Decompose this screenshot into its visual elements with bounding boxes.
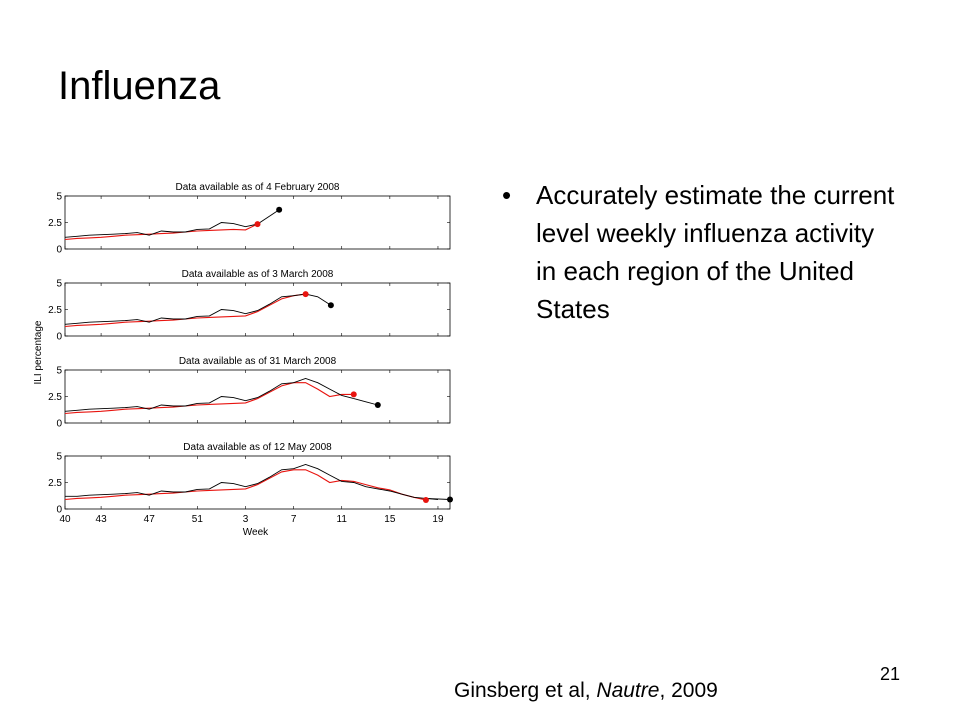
observed-extension-line [305, 293, 332, 306]
y-tick-label: 0 [56, 332, 62, 343]
x-tick-label: 19 [432, 514, 444, 525]
observed-point [276, 206, 283, 213]
chart-panel-1: Data available as of 4 February 2008 0 2.5… [48, 182, 451, 256]
x-tick-label: 7 [291, 514, 297, 525]
y-axis-label: ILI percentage [33, 320, 44, 384]
observed-line [64, 378, 354, 412]
x-tick-label: 15 [384, 514, 396, 525]
estimate-line [64, 223, 258, 241]
panel-title: Data available as of 31 March 2008 [179, 356, 337, 367]
y-tick-label: 2.5 [48, 218, 62, 229]
x-tick-label: 3 [243, 514, 249, 525]
observed-point [447, 496, 453, 503]
observed-extension-line [353, 398, 378, 406]
chart-panel-2: Data available as of 3 March 2008 0 2.5 5 [48, 269, 451, 343]
panel-title: Data available as of 12 May 2008 [183, 442, 332, 453]
estimate-point [302, 291, 309, 298]
y-tick-label: 2.5 [48, 305, 62, 316]
x-tick-label: 51 [192, 514, 204, 525]
estimate-line [64, 382, 354, 415]
citation-journal: Nautre [596, 679, 660, 702]
estimate-point [254, 221, 261, 228]
page-number: 21 [880, 664, 901, 684]
observed-extension-line [425, 497, 451, 500]
observed-line [65, 464, 439, 500]
y-tick-label: 5 [56, 366, 62, 377]
x-tick-label: 47 [144, 514, 156, 525]
x-axis-label: Week [243, 527, 269, 538]
citation: Ginsberg et al, Nautre, 2009 [454, 679, 718, 703]
observed-line [64, 293, 306, 325]
citation-year: , 2009 [659, 679, 718, 702]
observed-point [374, 401, 381, 408]
y-tick-label: 0 [56, 245, 62, 256]
bullet-list: • Accurately estimate the current level … [500, 176, 900, 328]
x-tick-label: 11 [337, 514, 348, 525]
observed-point [327, 302, 334, 309]
panel-frame [64, 369, 451, 424]
estimate-point [422, 496, 429, 503]
y-tick-label: 2.5 [48, 478, 62, 489]
y-tick-label: 0 [56, 419, 62, 430]
chart-panel-4: Data available as of 12 May 2008 0 2.5 5 40 4… [48, 442, 453, 525]
y-tick-label: 5 [56, 192, 62, 203]
x-tick-label: 43 [96, 514, 108, 525]
bullet-text: Accurately estimate the current level we… [536, 180, 895, 324]
observed-line [64, 222, 258, 238]
y-tick-label: 0 [56, 505, 62, 516]
panel-title: Data available as of 4 February 2008 [176, 182, 340, 193]
y-tick-label: 5 [56, 452, 62, 463]
estimate-line [64, 469, 427, 501]
citation-authors: Ginsberg et al, [454, 679, 597, 702]
observed-extension-line [257, 209, 280, 225]
bullet-item: • Accurately estimate the current level … [500, 176, 900, 328]
slide-title: Influenza [58, 64, 221, 108]
x-tick-label: 40 [59, 514, 71, 525]
estimate-point [350, 391, 357, 398]
panel-frame [64, 282, 451, 337]
y-tick-label: 2.5 [48, 392, 62, 403]
bullet-glyph: • [502, 180, 512, 210]
panel-frame [64, 455, 451, 510]
panel-title: Data available as of 3 March 2008 [182, 269, 334, 280]
chart-panel-3: Data available as of 31 March 2008 0 2.5 5 [48, 356, 451, 430]
y-tick-label: 5 [56, 279, 62, 290]
